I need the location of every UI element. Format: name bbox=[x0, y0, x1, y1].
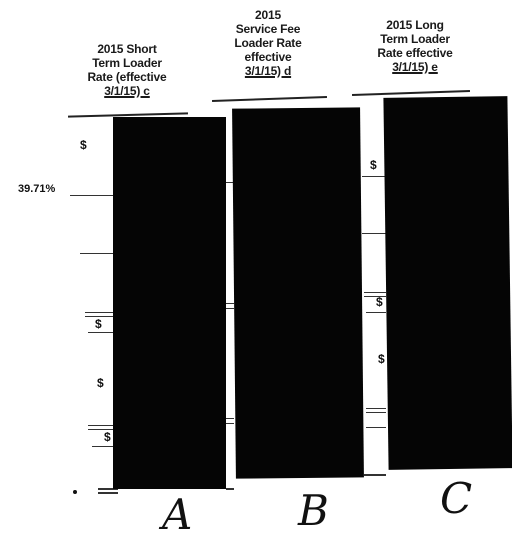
row-line bbox=[98, 492, 118, 494]
row-line bbox=[92, 446, 115, 447]
column-a-dollar-1: $ bbox=[80, 138, 87, 152]
row-line bbox=[80, 253, 115, 254]
row-line bbox=[88, 332, 115, 333]
handwritten-letter-a: A bbox=[162, 490, 193, 539]
column-c-header-line-1: 2015 Long bbox=[386, 18, 444, 32]
handwritten-letter-b: B bbox=[298, 486, 329, 535]
column-c-header-line-4: 3/1/15) e bbox=[392, 60, 438, 74]
row-line bbox=[364, 474, 386, 476]
column-b-header-line-2: Service Fee bbox=[235, 22, 301, 36]
row-line bbox=[226, 308, 234, 309]
row-line bbox=[88, 425, 115, 426]
column-c-dollar-1: $ bbox=[370, 158, 377, 172]
row-line bbox=[226, 418, 234, 419]
row-line bbox=[362, 176, 386, 177]
row-line bbox=[88, 429, 115, 430]
redacted-block-column-c bbox=[383, 96, 512, 470]
column-a-dollar-3: $ bbox=[97, 376, 104, 390]
column-b-header: 2015 Service Fee Loader Rate effective 3… bbox=[208, 8, 328, 78]
row-line bbox=[366, 408, 386, 409]
row-line bbox=[362, 233, 386, 234]
column-a-header-line-3: Rate (effective bbox=[87, 70, 167, 84]
row-line bbox=[85, 312, 115, 313]
row-line bbox=[364, 296, 386, 297]
column-c-header-line-3: Rate effective bbox=[377, 46, 453, 60]
row-line bbox=[226, 488, 234, 490]
row-line bbox=[366, 427, 386, 428]
redacted-block-column-b bbox=[232, 107, 364, 479]
column-b-header-line-3: Loader Rate bbox=[234, 36, 302, 50]
row-line bbox=[366, 312, 386, 313]
row-line bbox=[226, 182, 234, 183]
row-line bbox=[226, 303, 234, 304]
row-line bbox=[70, 195, 115, 196]
column-c-header-rule bbox=[352, 89, 470, 97]
column-c-dollar-2: $ bbox=[376, 295, 383, 309]
column-a-header-line-2: Term Loader bbox=[92, 56, 162, 70]
column-b-header-line-1: 2015 bbox=[255, 8, 281, 22]
column-a-header: 2015 Short Term Loader Rate (effective 3… bbox=[62, 42, 192, 98]
column-b-header-line-4: effective bbox=[244, 50, 292, 64]
redacted-block-column-a bbox=[113, 117, 226, 489]
handwritten-letter-c: C bbox=[440, 474, 473, 523]
row-line bbox=[98, 488, 118, 490]
column-b-header-rule bbox=[212, 95, 327, 103]
column-b-header-line-5: 3/1/15) d bbox=[244, 64, 292, 78]
row-line bbox=[85, 316, 115, 317]
column-c-dollar-3: $ bbox=[378, 352, 385, 366]
column-c-header-line-2: Term Loader bbox=[380, 32, 450, 46]
column-a-dollar-2: $ bbox=[95, 317, 102, 331]
row-line bbox=[366, 412, 386, 413]
column-a-header-line-4: 3/1/15) c bbox=[104, 84, 150, 98]
left-percentage: 39.71% bbox=[18, 183, 56, 195]
column-a-dollar-4: $ bbox=[104, 430, 111, 444]
row-line bbox=[364, 292, 386, 293]
column-a-header-line-1: 2015 Short bbox=[97, 42, 157, 56]
column-c-header: 2015 Long Term Loader Rate effective 3/1… bbox=[350, 18, 480, 74]
row-line bbox=[226, 423, 234, 424]
margin-dot bbox=[73, 490, 77, 494]
